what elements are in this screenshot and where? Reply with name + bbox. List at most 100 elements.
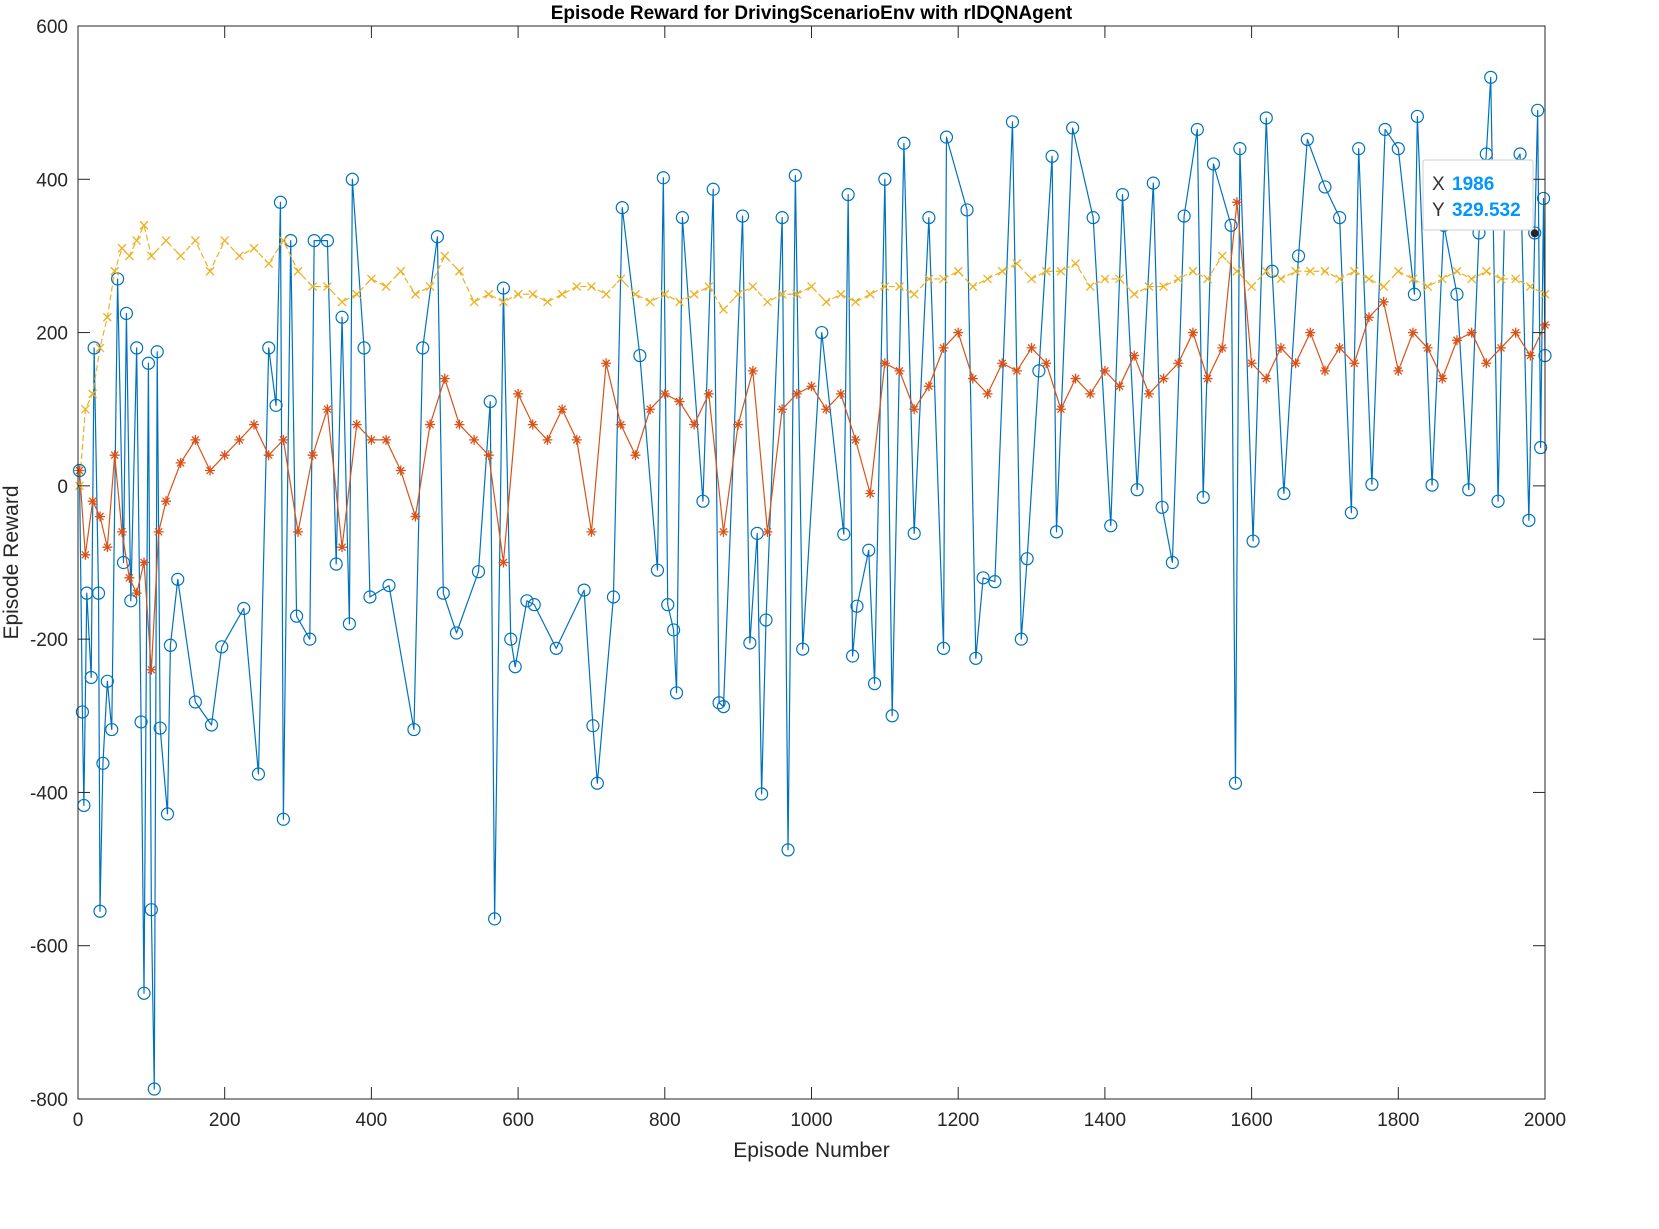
- episode_q0-point: [190, 236, 200, 246]
- episode_q0-point: [264, 259, 274, 269]
- average_reward-point: [1026, 342, 1037, 353]
- episode_reward-point: [976, 571, 990, 585]
- episode_reward-point: [1484, 70, 1498, 84]
- episode_reward-point: [84, 670, 98, 685]
- episode_reward-point: [320, 234, 334, 248]
- episode_reward-point: [449, 626, 464, 640]
- episode_reward-point: [1146, 176, 1160, 190]
- average_reward-point: [1114, 381, 1125, 392]
- episode_q0-point: [528, 289, 538, 299]
- datatip-x-value: 1986: [1452, 174, 1494, 195]
- y-tick-label: 200: [36, 324, 68, 345]
- average_reward-markers: [74, 197, 1550, 675]
- episode_q0-point: [1071, 259, 1081, 269]
- datatip-y-value: 329.532: [1452, 200, 1521, 221]
- average_reward-point: [967, 373, 978, 384]
- average_reward-point: [146, 664, 157, 675]
- average_reward-point: [1275, 342, 1286, 353]
- average_reward-point: [439, 373, 450, 384]
- episode_q0-point: [1291, 266, 1301, 276]
- episode_reward-point: [1104, 519, 1118, 533]
- episode_q0-point: [983, 274, 992, 284]
- y-tick-label: 600: [36, 17, 68, 38]
- average_reward-point: [1422, 342, 1433, 353]
- datatip-marker[interactable]: [1530, 229, 1539, 238]
- episode_q0-point: [278, 236, 288, 246]
- episode_reward-point: [750, 526, 764, 540]
- episode_reward-point: [667, 623, 681, 637]
- episode_q0-point: [1144, 282, 1154, 292]
- episode_reward-point: [969, 651, 983, 665]
- episode_reward-point: [590, 776, 604, 790]
- average_reward-point: [923, 381, 934, 392]
- average_reward-point: [601, 358, 612, 369]
- episode_reward-point: [204, 718, 219, 732]
- datatip[interactable]: X 1986 Y 329.532: [1422, 159, 1539, 238]
- average_reward-point: [322, 404, 333, 415]
- episode_q0-point: [176, 251, 186, 261]
- episode_reward-point: [781, 843, 795, 857]
- episode_q0-point: [1525, 282, 1535, 292]
- episode_reward-point: [1228, 776, 1243, 790]
- episode_reward-point: [759, 613, 773, 627]
- episode_q0-point: [440, 251, 450, 261]
- average_reward-point: [381, 434, 392, 445]
- episode_reward-point: [815, 325, 829, 340]
- average_reward-point: [659, 388, 670, 399]
- average_reward-point: [777, 404, 788, 415]
- episode_reward-point: [669, 686, 684, 700]
- episode_q0-point: [205, 266, 215, 276]
- episode_reward-point: [483, 394, 497, 409]
- average_reward-point: [124, 572, 135, 583]
- episode_reward-point: [1005, 115, 1020, 129]
- episode_reward-point: [111, 272, 125, 286]
- average_reward-point: [95, 511, 106, 522]
- y-tick-label: -400: [30, 783, 68, 804]
- episode_q0-point: [366, 274, 376, 284]
- episode_reward-point: [93, 904, 107, 918]
- episode_q0-point: [1408, 274, 1418, 284]
- episode_reward-point: [335, 310, 349, 324]
- episode_q0-point: [322, 282, 332, 292]
- average_reward-point: [1525, 350, 1536, 361]
- episode_reward-point: [1378, 122, 1392, 137]
- episode_q0-point: [1203, 274, 1213, 284]
- episode_q0-point: [1129, 289, 1139, 299]
- average_reward-point: [762, 526, 773, 537]
- average_reward-point: [139, 557, 150, 568]
- average_reward-point: [337, 542, 348, 553]
- episode_q0-point: [1364, 274, 1374, 284]
- episode_q0-point: [1437, 274, 1447, 284]
- average_reward-point: [102, 542, 113, 553]
- episode_q0-point: [953, 266, 963, 276]
- episode_reward-point: [289, 609, 304, 623]
- episode_reward-point: [147, 1082, 161, 1096]
- x-tick-label: 1800: [1377, 1110, 1419, 1131]
- episode_q0-point: [1232, 266, 1242, 276]
- average_reward-point: [1349, 358, 1360, 369]
- episode_q0-point: [1012, 259, 1022, 269]
- episode_q0-point: [1027, 274, 1037, 284]
- episode_reward-point: [922, 211, 936, 225]
- episode_reward-point: [1528, 226, 1542, 240]
- episode_reward-point: [1533, 440, 1548, 455]
- datatip-y-key: Y: [1432, 200, 1445, 221]
- x-tick-label: 600: [502, 1110, 534, 1131]
- episode_q0-point: [1056, 266, 1066, 276]
- datatip-box: [1422, 159, 1534, 231]
- episode_q0-point: [1467, 274, 1477, 284]
- episode_reward-point: [706, 182, 720, 196]
- episode_reward-point: [342, 617, 356, 631]
- episode_q0-point: [308, 282, 318, 292]
- episode_reward-point: [116, 555, 131, 570]
- average_reward-point: [1129, 350, 1140, 361]
- episode_q0-point: [1115, 274, 1125, 284]
- episode_q0-point: [557, 289, 567, 299]
- average_reward-point: [153, 526, 164, 537]
- average_reward-point: [454, 419, 465, 430]
- episode_reward-point: [988, 575, 1002, 589]
- episode_q0-point: [161, 236, 171, 246]
- episode_q0-point: [616, 274, 626, 284]
- average_reward-point: [1407, 327, 1418, 338]
- episode_reward-point: [303, 632, 317, 646]
